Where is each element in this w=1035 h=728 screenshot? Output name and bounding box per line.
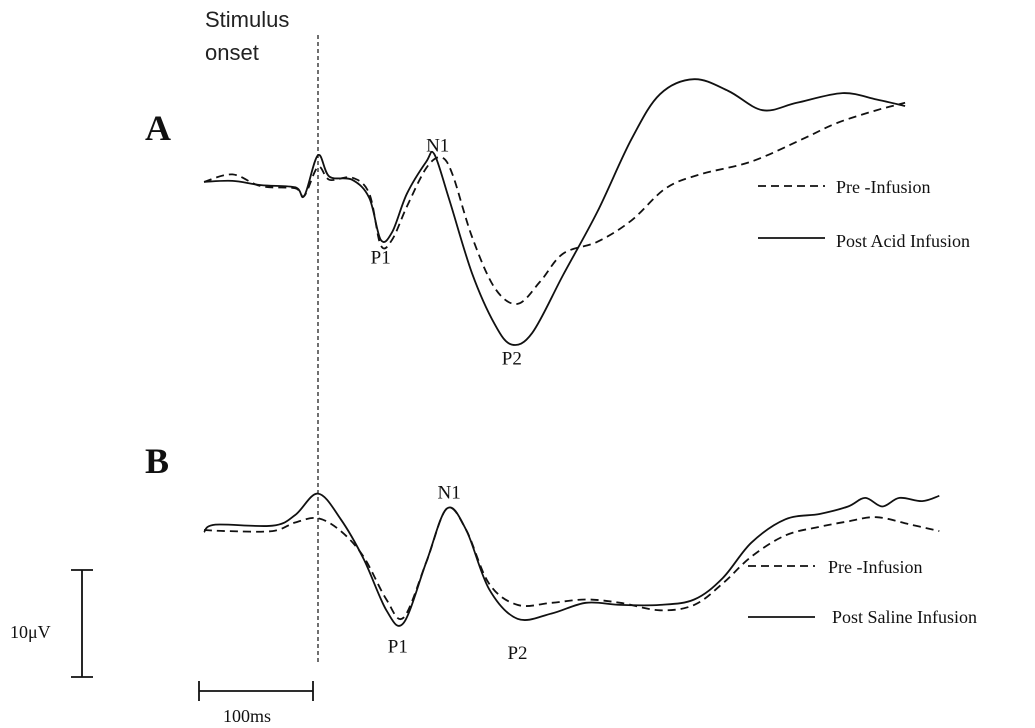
voltage-scale-label: 10μV — [10, 622, 51, 642]
panel-a-trace-pre-infusion — [203, 101, 906, 305]
panel-a-legend-pre-infusion: Pre -Infusion — [836, 177, 930, 197]
panel-a: A N1 P1 P2 Pre -Infusion Post Acid Infus… — [145, 78, 970, 369]
panel-b-peak-p1-label: P1 — [388, 636, 408, 657]
voltage-scale-bar — [71, 569, 93, 678]
panel-a-trace-post-acid-infusion — [203, 78, 906, 346]
panel-b-trace-pre-infusion — [203, 506, 940, 621]
panel-b-legend-post-saline-infusion: Post Saline Infusion — [832, 607, 977, 627]
panel-a-peak-p1-label: P1 — [371, 248, 391, 269]
panel-a-letter: A — [145, 108, 171, 148]
panel-b-trace-post-saline-infusion — [203, 492, 940, 627]
panel-b-legend-pre-infusion: Pre -Infusion — [828, 557, 922, 577]
panel-b-peak-p2-label: P2 — [507, 643, 527, 664]
panel-a-peak-p2-label: P2 — [502, 348, 522, 369]
panel-b: B N1 P1 P2 Pre -Infusion Post Saline Inf… — [145, 441, 977, 664]
panel-b-peak-n1-label: N1 — [437, 483, 460, 504]
stimulus-onset-label-line2: onset — [205, 40, 259, 65]
stimulus-onset-label-line1: Stimulus — [205, 7, 289, 32]
time-scale-label: 100ms — [223, 706, 271, 726]
panel-a-peak-n1-label: N1 — [426, 136, 449, 157]
time-scale-bar — [198, 681, 314, 701]
panel-a-legend-post-acid-infusion: Post Acid Infusion — [836, 231, 970, 251]
panel-b-letter: B — [145, 441, 169, 481]
